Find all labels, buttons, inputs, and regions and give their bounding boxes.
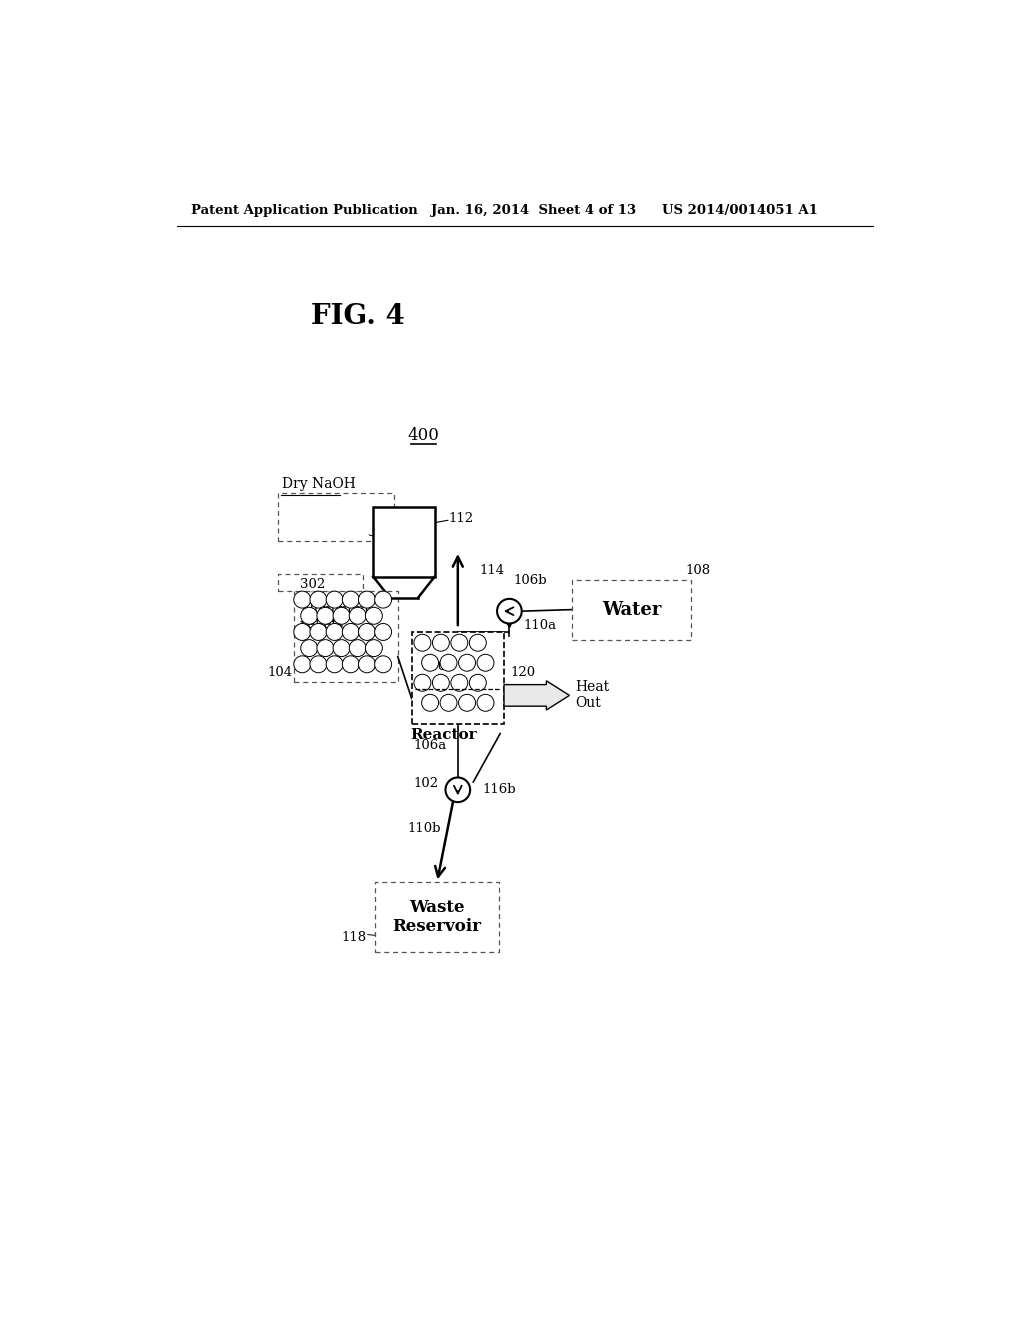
Circle shape: [469, 635, 486, 651]
Bar: [279, 494, 394, 541]
Polygon shape: [373, 577, 435, 598]
Circle shape: [477, 694, 494, 711]
Bar: [412, 632, 504, 725]
Text: Reactor: Reactor: [410, 729, 477, 742]
Text: 110b: 110b: [408, 822, 441, 834]
Text: 104: 104: [267, 667, 292, 680]
Text: US 2014/0014051 A1: US 2014/0014051 A1: [662, 205, 818, 218]
Text: 118: 118: [341, 931, 367, 944]
Text: 302: 302: [300, 578, 326, 591]
Circle shape: [342, 623, 359, 640]
Circle shape: [440, 655, 457, 671]
Circle shape: [294, 623, 310, 640]
Circle shape: [358, 623, 376, 640]
Circle shape: [459, 655, 475, 671]
Text: 116b: 116b: [482, 783, 516, 796]
Circle shape: [469, 675, 486, 692]
Bar: [279, 574, 364, 591]
Text: 114: 114: [479, 564, 505, 577]
Circle shape: [432, 675, 450, 692]
Text: Waste
Reservoir: Waste Reservoir: [392, 899, 481, 935]
Circle shape: [440, 694, 457, 711]
Text: 106b: 106b: [513, 574, 547, 587]
Circle shape: [342, 656, 359, 673]
Circle shape: [301, 640, 317, 656]
Circle shape: [366, 640, 382, 656]
Circle shape: [422, 694, 438, 711]
Circle shape: [432, 635, 450, 651]
Circle shape: [358, 656, 376, 673]
Circle shape: [366, 607, 382, 624]
Text: 102: 102: [414, 777, 438, 791]
Text: Heat
Out: Heat Out: [575, 680, 609, 710]
Text: Patent Application Publication: Patent Application Publication: [190, 205, 418, 218]
Text: 108: 108: [685, 564, 710, 577]
Circle shape: [349, 607, 367, 624]
Circle shape: [459, 694, 475, 711]
Text: Water: Water: [602, 601, 662, 619]
Text: 400: 400: [408, 428, 439, 444]
Circle shape: [326, 656, 343, 673]
Circle shape: [422, 655, 438, 671]
Circle shape: [316, 640, 334, 656]
Circle shape: [342, 591, 359, 609]
Circle shape: [451, 675, 468, 692]
Circle shape: [294, 591, 310, 609]
Circle shape: [445, 777, 470, 803]
Circle shape: [316, 607, 334, 624]
Circle shape: [358, 591, 376, 609]
Circle shape: [414, 635, 431, 651]
FancyArrow shape: [504, 681, 569, 710]
Circle shape: [451, 635, 468, 651]
Text: Dry NaOH: Dry NaOH: [283, 477, 356, 491]
Circle shape: [477, 655, 494, 671]
Circle shape: [375, 656, 391, 673]
Circle shape: [414, 675, 431, 692]
Text: FIG. 4: FIG. 4: [311, 302, 404, 330]
Bar: [376, 882, 499, 952]
Circle shape: [333, 607, 350, 624]
Text: 106a: 106a: [413, 739, 446, 752]
Circle shape: [301, 607, 317, 624]
Circle shape: [310, 656, 327, 673]
Bar: [294, 591, 397, 682]
Circle shape: [497, 599, 521, 623]
Circle shape: [326, 591, 343, 609]
Circle shape: [310, 623, 327, 640]
Text: 112: 112: [449, 512, 474, 525]
Bar: [571, 579, 691, 640]
Text: Jan. 16, 2014  Sheet 4 of 13: Jan. 16, 2014 Sheet 4 of 13: [431, 205, 636, 218]
Circle shape: [375, 591, 391, 609]
Circle shape: [326, 623, 343, 640]
Bar: [373, 507, 435, 577]
Circle shape: [333, 640, 350, 656]
Circle shape: [375, 623, 391, 640]
Text: Aluminum
pellets: Aluminum pellets: [300, 603, 369, 631]
Text: 116a: 116a: [422, 660, 455, 673]
Text: 120: 120: [510, 665, 536, 678]
Circle shape: [310, 591, 327, 609]
Circle shape: [349, 640, 367, 656]
Circle shape: [294, 656, 310, 673]
Text: 110a: 110a: [523, 619, 556, 631]
